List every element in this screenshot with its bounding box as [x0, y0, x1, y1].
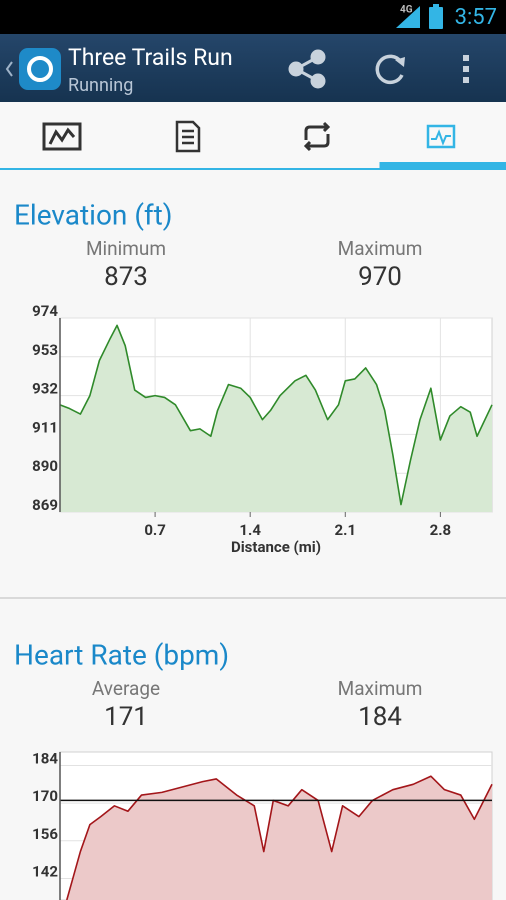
y-tick-label: 911: [32, 418, 58, 436]
tab-icon: [426, 124, 456, 149]
stat-label: Maximum: [338, 677, 423, 700]
activity-title: Three Trails Run: [68, 44, 233, 71]
stat-value: 970: [358, 262, 402, 292]
app-icon-ring: [27, 56, 53, 82]
tab-summary[interactable]: [175, 120, 201, 153]
refresh-arc: [375, 54, 404, 85]
tab-bar: [0, 102, 506, 170]
stat-label: Average: [92, 677, 160, 700]
y-tick-label: 184: [32, 749, 58, 767]
share-dot: [310, 73, 326, 89]
x-tick-label: 0.7: [144, 521, 166, 539]
tab-map[interactable]: [42, 122, 82, 151]
y-tick-label: 170: [32, 787, 58, 805]
battery-icon: [429, 7, 443, 29]
tab-charts[interactable]: [426, 124, 456, 149]
chart-title: Heart Rate (bpm): [14, 638, 229, 671]
tab-icon: [303, 121, 331, 152]
battery-tip: [433, 4, 439, 8]
share-dot: [310, 49, 326, 65]
refresh-button[interactable]: [375, 54, 405, 85]
x-tick-label: 2.8: [430, 521, 452, 539]
tab-icon-detail: [182, 129, 194, 145]
refresh-arrow: [395, 57, 405, 67]
up-caret: [5, 61, 13, 77]
up-button[interactable]: [5, 48, 61, 90]
y-tick-label: 890: [32, 457, 58, 475]
y-tick-label: 142: [32, 862, 58, 880]
area-fill: [60, 325, 492, 512]
tab-icon: [42, 122, 82, 151]
stat-value: 171: [104, 702, 148, 732]
y-tick-label: 953: [32, 341, 58, 359]
stat-value: 873: [104, 262, 148, 292]
network-type: 4G: [400, 5, 413, 16]
data-line: [59, 324, 493, 506]
y-tick-label: 932: [32, 380, 58, 398]
share-button[interactable]: [288, 49, 326, 89]
data-line: [66, 775, 493, 900]
tab-icon-detail: [48, 127, 76, 145]
y-tick-label: 869: [32, 496, 58, 514]
activity-subtitle: Running: [68, 75, 133, 96]
clock: 3:57: [455, 5, 497, 30]
area-fill: [66, 776, 492, 900]
x-tick-label: 2.1: [335, 521, 357, 539]
status-bar: [0, 0, 506, 34]
y-tick-label: 974: [32, 302, 58, 320]
action-bar: [0, 34, 506, 102]
share-dot: [288, 61, 304, 77]
x-axis-label: Distance (mi): [231, 538, 321, 556]
tab-laps[interactable]: [303, 121, 331, 152]
y-tick-label: 156: [32, 825, 58, 843]
stat-label: Maximum: [338, 237, 423, 260]
menu-dot: [463, 55, 469, 61]
app-icon: [19, 48, 61, 90]
selected-tab-indicator: [379, 162, 506, 169]
menu-dot: [463, 66, 469, 72]
chart-title: Elevation (ft): [14, 198, 173, 231]
stat-value: 184: [358, 702, 402, 732]
tab-icon: [175, 120, 201, 153]
signal-icon: [396, 6, 420, 28]
menu-dot: [463, 77, 469, 83]
stat-label: Minimum: [86, 237, 166, 260]
tab-icon-detail: [431, 129, 451, 146]
overflow-menu[interactable]: [463, 55, 469, 83]
x-tick-label: 1.4: [239, 521, 261, 539]
